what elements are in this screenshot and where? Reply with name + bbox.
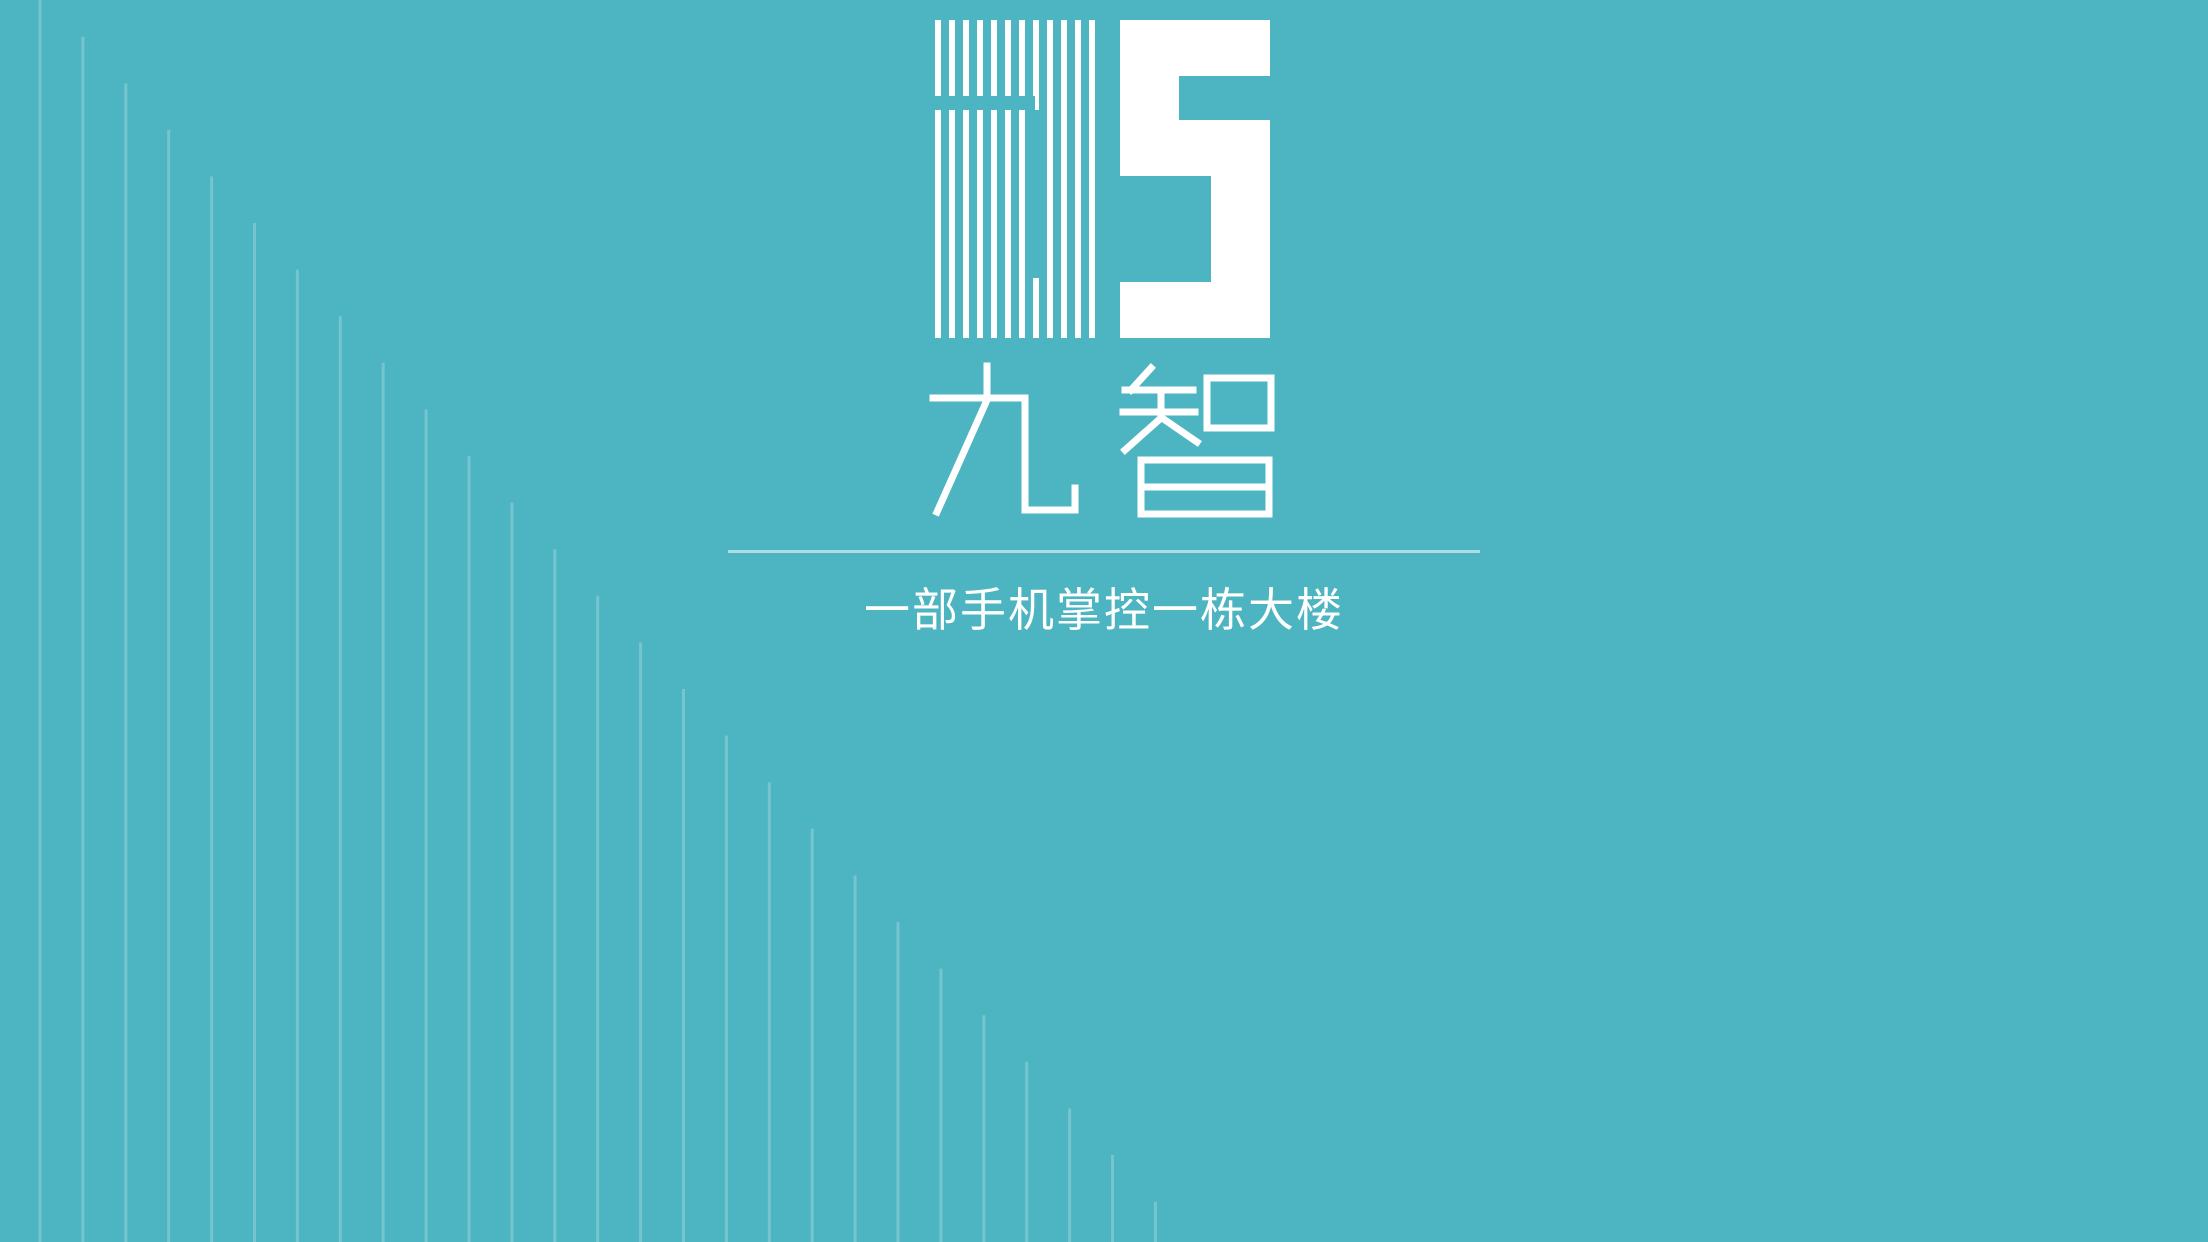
brand-wordmark-icon <box>929 362 1275 518</box>
brand-logo-icon <box>935 20 1270 338</box>
divider-line <box>728 550 1480 553</box>
tagline-text: 一部手机掌控一栋大楼 <box>864 583 1344 637</box>
